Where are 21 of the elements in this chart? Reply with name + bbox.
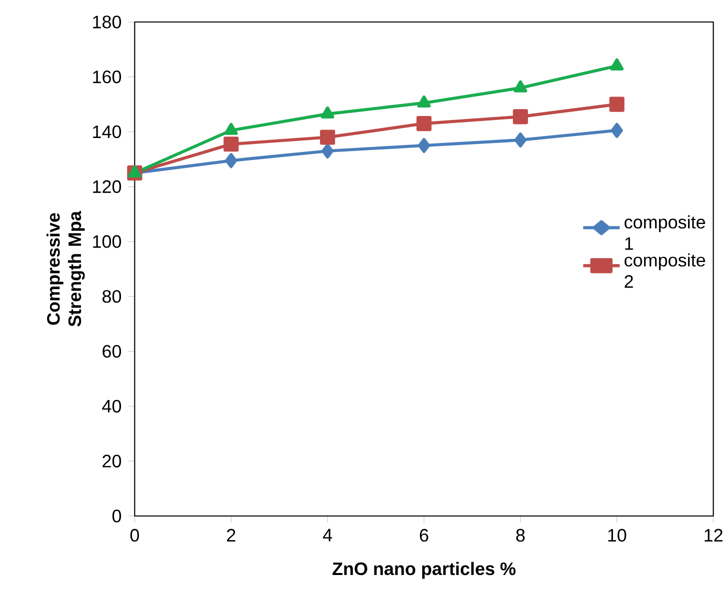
x-tick-label: 0 — [130, 528, 139, 542]
y-tick-label: 140 — [93, 125, 122, 138]
y-tick-label: 20 — [102, 454, 122, 468]
y-tick-label: 80 — [102, 290, 122, 303]
x-tick-label: 8 — [516, 528, 525, 542]
legend-label: composite 2 — [624, 253, 706, 288]
x-tick-label: 12 — [704, 528, 722, 542]
legend-label: composite 1 — [624, 215, 706, 250]
y-tick-label: 180 — [93, 16, 122, 28]
x-axis-title: ZnO nano particles % — [332, 562, 516, 579]
x-tick-label: 2 — [227, 528, 236, 542]
y-tick-label: 0 — [112, 510, 122, 522]
x-tick-label: 10 — [608, 528, 626, 542]
y-axis-title: Compressive Strength Mpa — [46, 210, 85, 326]
y-tick-label: 120 — [93, 180, 122, 194]
y-tick-label: 100 — [93, 235, 122, 248]
x-tick-label: 6 — [420, 528, 428, 542]
x-tick-label: 4 — [322, 528, 332, 542]
y-tick-label: 160 — [93, 70, 122, 84]
y-tick-label: 40 — [102, 400, 122, 413]
y-tick-label: 60 — [102, 344, 122, 358]
